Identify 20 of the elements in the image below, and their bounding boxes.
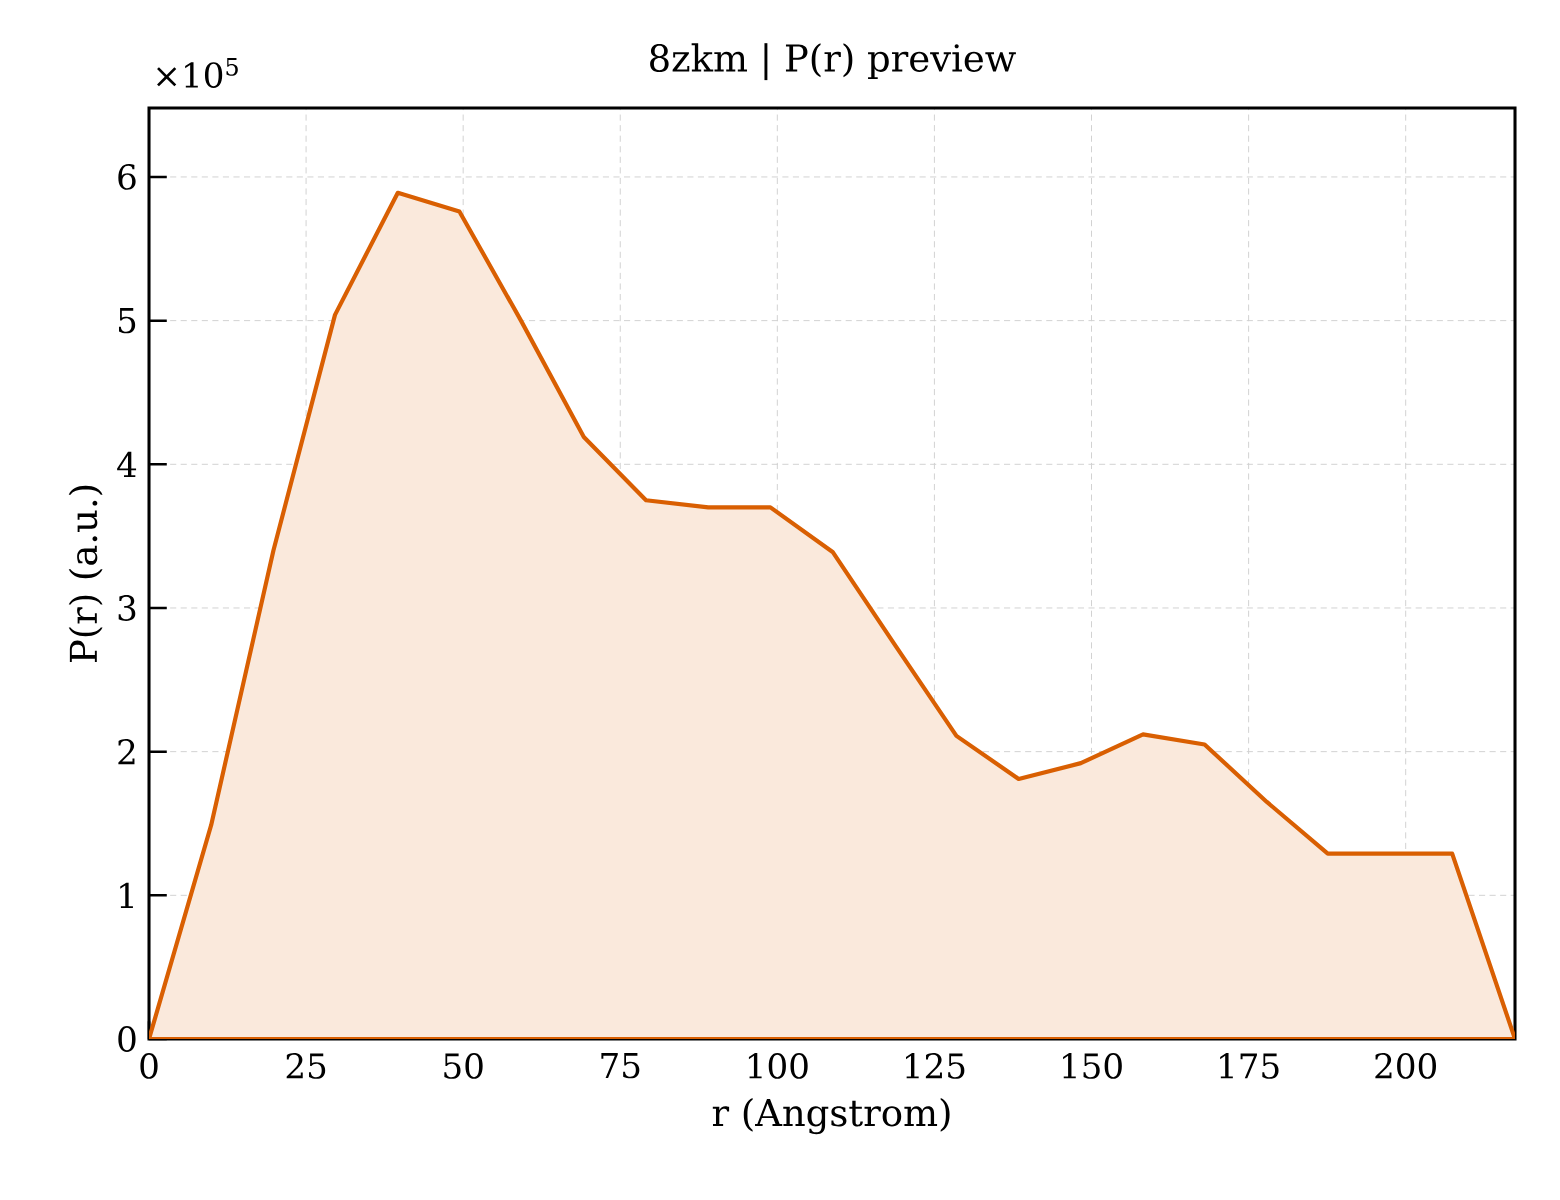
x-tick-label: 75	[601, 1052, 640, 1079]
x-tick-label: 25	[286, 1052, 326, 1079]
x-tick-label: 125	[906, 1052, 965, 1079]
y-tick-label: 0	[118, 1026, 136, 1052]
x-tick-label: 0	[140, 1052, 158, 1079]
chart-title: 8zkm | P(r) preview	[650, 43, 1016, 81]
y-tick-label: 4	[117, 451, 137, 477]
x-tick-label: 200	[1375, 1052, 1436, 1079]
y-tick-label: 6	[118, 164, 136, 190]
y-tick-label: 5	[118, 307, 136, 334]
x-tick-label: 100	[748, 1052, 808, 1079]
text: ×10$^{5}$	[157, 57, 238, 88]
x-tick-label: 150	[1063, 1052, 1122, 1079]
y-tick-label: 2	[118, 738, 135, 765]
y-tick-label: 1	[120, 882, 133, 908]
y-tick-label: 3	[118, 595, 136, 621]
x-axis-title: r (Angstrom)	[712, 1097, 950, 1135]
y-axis-title: P(r) (a.u.)	[68, 485, 103, 663]
x-tick-label: 175	[1220, 1052, 1279, 1079]
x-tick-label: 50	[444, 1052, 483, 1079]
